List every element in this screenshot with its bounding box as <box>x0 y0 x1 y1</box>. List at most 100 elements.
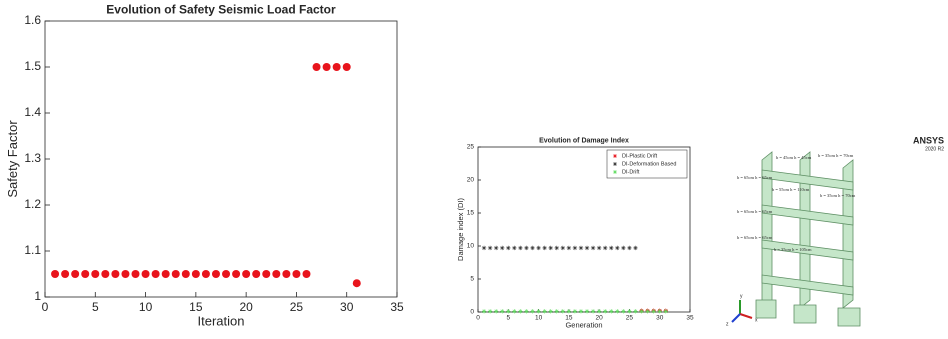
point <box>615 309 619 313</box>
point <box>567 246 571 250</box>
point <box>272 270 280 278</box>
y-tick-label: 10 <box>467 243 475 250</box>
y-tick-label: 15 <box>467 210 475 217</box>
y-tick-label: 1 <box>34 289 41 303</box>
point <box>645 309 649 313</box>
point <box>101 270 109 278</box>
point <box>536 309 540 313</box>
point <box>282 270 290 278</box>
point <box>91 270 99 278</box>
y-tick-label: 1.4 <box>24 105 41 119</box>
legend-label: DI-Deformation Based <box>622 161 676 167</box>
point <box>536 246 540 250</box>
point <box>313 63 321 71</box>
point <box>172 270 180 278</box>
point <box>302 270 310 278</box>
point <box>548 309 552 313</box>
point <box>530 309 534 313</box>
point <box>518 246 522 250</box>
axis-label: y <box>740 293 743 299</box>
plot-area <box>45 21 397 297</box>
point <box>524 309 528 313</box>
point <box>212 270 220 278</box>
x-tick-label: 10 <box>139 300 153 314</box>
point <box>524 246 528 250</box>
y-tick-label: 25 <box>467 144 475 151</box>
legend-label: DI-Plastic Drift <box>622 153 658 159</box>
x-tick-label: 30 <box>340 300 354 314</box>
x-axis-label: Iteration <box>198 314 245 329</box>
point <box>506 246 510 250</box>
point <box>603 309 607 313</box>
point <box>232 270 240 278</box>
point <box>222 270 230 278</box>
point <box>621 246 625 250</box>
point <box>333 63 341 71</box>
x-tick-label: 5 <box>506 315 510 322</box>
point <box>121 270 129 278</box>
point <box>579 246 583 250</box>
y-tick-label: 5 <box>470 276 474 283</box>
point <box>51 270 59 278</box>
point <box>162 270 170 278</box>
x-axis-label: Generation <box>565 321 602 330</box>
member-label: b = 35cm h = 70cm <box>818 153 854 158</box>
point <box>500 309 504 313</box>
point <box>585 246 589 250</box>
member-label: b = 35cm h = 105cm <box>774 247 812 252</box>
point <box>609 309 613 313</box>
point <box>192 270 200 278</box>
point <box>111 270 119 278</box>
point <box>494 309 498 313</box>
legend-marker <box>613 154 617 158</box>
point <box>182 270 190 278</box>
point <box>658 309 662 313</box>
point <box>512 246 516 250</box>
point <box>561 309 565 313</box>
point <box>71 270 79 278</box>
legend-label: DI-Drift <box>622 169 640 175</box>
point <box>500 246 504 250</box>
axis-label: z <box>726 321 729 327</box>
point <box>573 246 577 250</box>
x-tick-label: 5 <box>92 300 99 314</box>
point <box>488 246 492 250</box>
x-tick-label: 35 <box>390 300 404 314</box>
brand: ANSYS <box>913 135 944 145</box>
point <box>542 246 546 250</box>
point <box>530 246 534 250</box>
member-label: b = 35cm h = 70cm <box>820 193 856 198</box>
x-tick-label: 20 <box>239 300 253 314</box>
y-axis-label: Safety Factor <box>5 120 20 198</box>
point <box>609 246 613 250</box>
point <box>202 270 210 278</box>
member-label: b = 55cm h = 110cm <box>772 187 810 192</box>
member-label: b = 45cm h = 45cm <box>776 155 812 160</box>
footing <box>794 305 816 323</box>
chart-title: Evolution of Safety Seismic Load Factor <box>106 2 336 16</box>
point <box>542 309 546 313</box>
triad-x <box>740 314 752 318</box>
point <box>262 270 270 278</box>
y-tick-label: 1.2 <box>24 197 41 211</box>
point <box>561 246 565 250</box>
member-label: b = 65cm h = 65cm <box>737 175 773 180</box>
point <box>555 309 559 313</box>
y-tick-label: 1.3 <box>24 151 41 165</box>
point <box>603 246 607 250</box>
point <box>353 279 361 287</box>
x-tick-label: 35 <box>686 315 694 322</box>
point <box>573 309 577 313</box>
point <box>579 309 583 313</box>
point <box>633 246 637 250</box>
point <box>567 309 571 313</box>
point <box>627 309 631 313</box>
y-tick-label: 20 <box>467 177 475 184</box>
point <box>494 246 498 250</box>
x-tick-label: 25 <box>290 300 304 314</box>
x-tick-label: 15 <box>189 300 203 314</box>
version: 2020 R2 <box>925 146 944 152</box>
point <box>664 309 668 313</box>
point <box>482 309 486 313</box>
chart-title: Evolution of Damage Index <box>539 138 629 145</box>
